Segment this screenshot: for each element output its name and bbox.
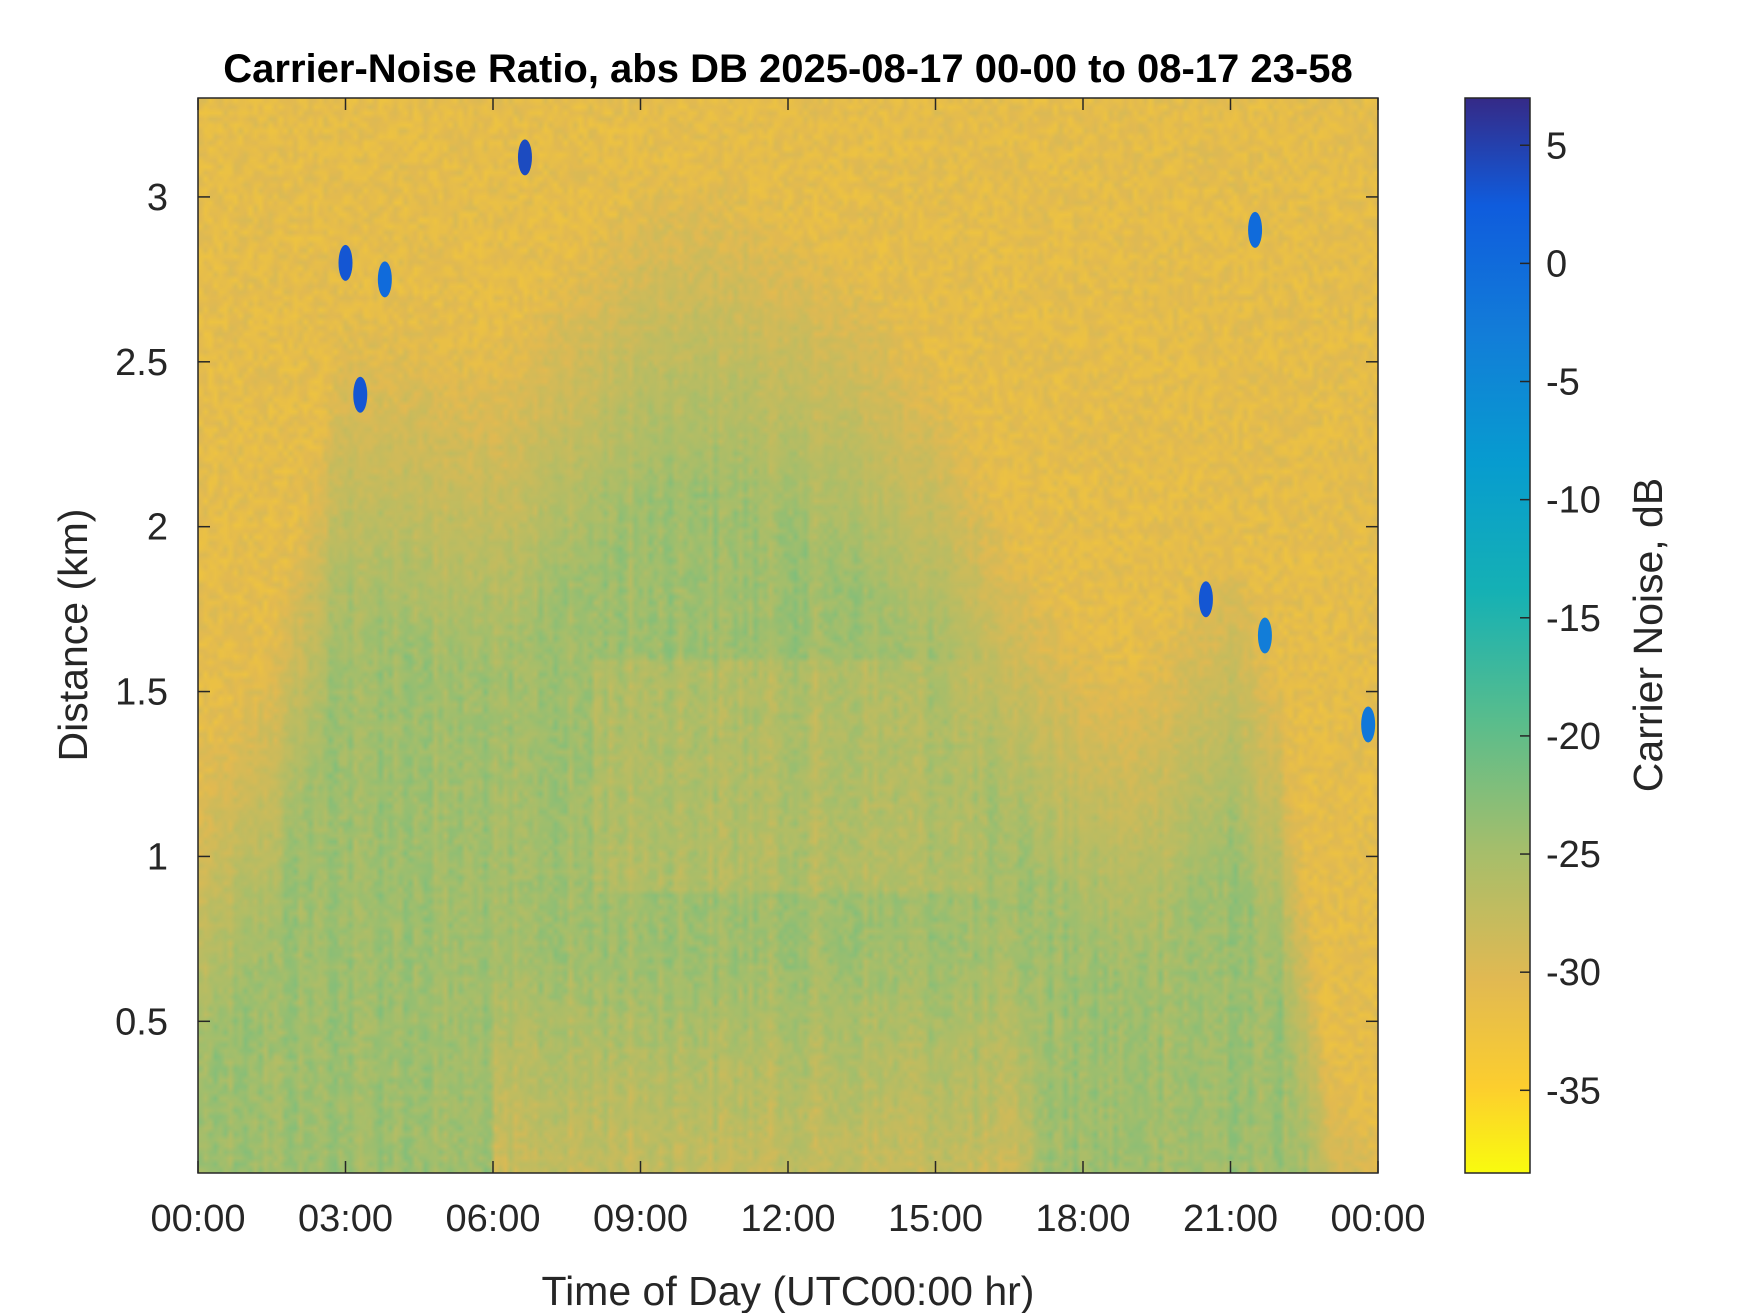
strong-return-feature [338,244,353,281]
y-tick-label: 2.5 [115,342,168,384]
x-tick-label: 00:00 [1330,1198,1425,1240]
heatmap-image [198,98,1378,1173]
chart-title: Carrier-Noise Ratio, abs DB 2025-08-17 0… [223,47,1352,91]
colorbar-tick-label: -15 [1546,598,1601,640]
x-tick-label: 18:00 [1035,1198,1130,1240]
heatmap-plot-area [198,98,1378,1173]
x-axis-label: Time of Day (UTC00:00 hr) [542,1268,1035,1313]
y-tick-label: 1 [147,836,168,878]
x-tick-label: 12:00 [740,1198,835,1240]
x-tick-label: 06:00 [445,1198,540,1240]
strong-return-feature [1248,211,1263,248]
y-axis-ticks: 0.5 1 1.5 2 2.5 3 [115,177,1378,1043]
colorbar-tick-label: -10 [1546,480,1601,522]
colorbar [1464,97,1531,1174]
colorbar-gradient [1464,97,1531,1174]
x-tick-label: 09:00 [593,1198,688,1240]
strong-return-feature [1198,581,1213,618]
colorbar-label: Carrier Noise, dB [1625,478,1671,792]
y-tick-label: 0.5 [115,1001,168,1043]
strong-return-feature [1257,617,1272,654]
strong-return-feature [517,139,532,176]
colorbar-tick-label: -35 [1546,1070,1601,1112]
y-tick-label: 1.5 [115,672,168,714]
x-tick-label: 15:00 [888,1198,983,1240]
y-tick-label: 3 [147,177,168,219]
colorbar-ticks: 5 0 -5 -10 -15 -20 -25 -30 -35 [1520,125,1601,1112]
colorbar-tick-label: -25 [1546,834,1601,876]
colorbar-tick-label: 5 [1546,125,1567,167]
colorbar-tick-label: -30 [1546,952,1601,994]
strong-return-feature [377,261,392,298]
colorbar-tick-label: -5 [1546,362,1580,404]
strong-return-feature [1361,706,1376,743]
x-axis-ticks: 00:00 03:00 06:00 09:00 12:00 15:00 18:00 21:00… [150,98,1426,1240]
x-tick-label: 21:00 [1183,1198,1278,1240]
y-axis-label: Distance (km) [50,509,96,762]
colorbar-tick-label: 0 [1546,243,1567,285]
y-tick-label: 2 [147,507,168,549]
colorbar-tick-label: -20 [1546,716,1601,758]
x-tick-label: 03:00 [298,1198,393,1240]
strong-return-feature [353,376,368,413]
x-tick-label: 00:00 [150,1198,245,1240]
